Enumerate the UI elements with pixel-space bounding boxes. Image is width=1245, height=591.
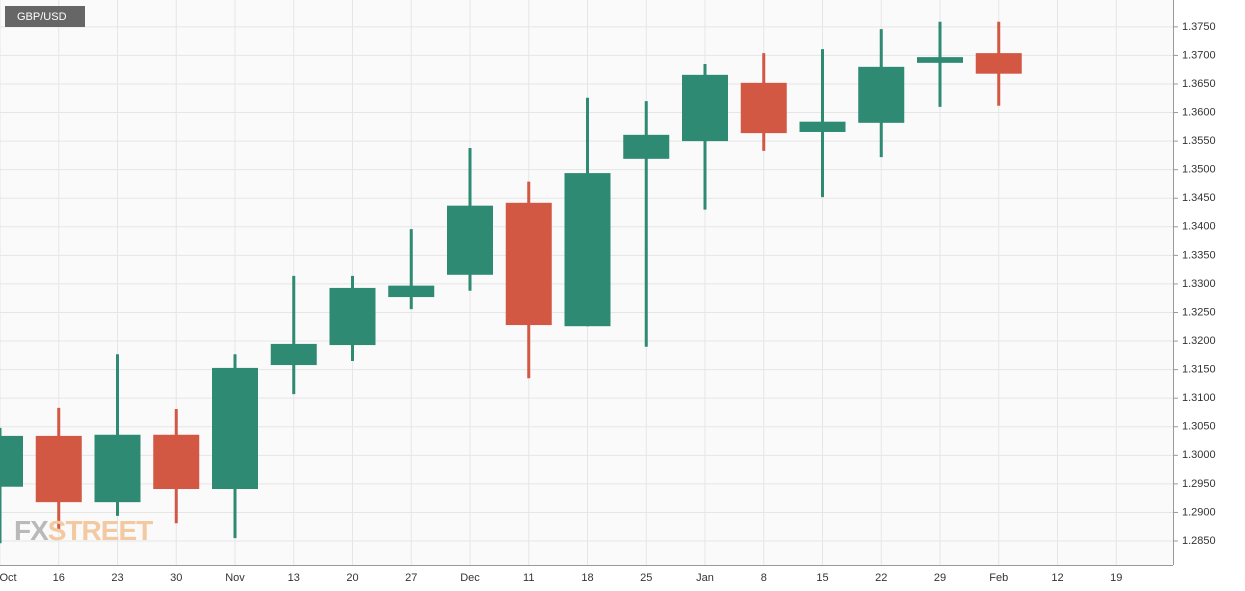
x-tick-label: 13 (288, 572, 300, 584)
x-tick-label: 23 (111, 572, 123, 584)
candle-body (153, 434, 200, 490)
y-tick-label: 1.3600 (1182, 106, 1216, 118)
candle-body (505, 202, 552, 326)
x-tick-label: 25 (640, 572, 652, 584)
x-tick-label: 22 (875, 572, 887, 584)
y-tick-label: 1.2900 (1182, 506, 1216, 518)
candle-body (799, 121, 846, 132)
x-tick-label: Oct (0, 572, 17, 584)
y-tick-label: 1.3450 (1182, 192, 1216, 204)
candle-body (94, 434, 141, 503)
candle-body (740, 82, 787, 134)
x-tick-label: 16 (53, 572, 65, 584)
x-tick-label: Feb (989, 572, 1008, 584)
x-tick-label: 29 (934, 572, 946, 584)
x-tick-label: 18 (581, 572, 593, 584)
x-tick-label: 15 (816, 572, 828, 584)
y-tick-label: 1.3050 (1182, 421, 1216, 433)
x-tick-label: 30 (170, 572, 182, 584)
x-tick-label: 11 (523, 572, 534, 584)
y-tick-label: 1.3000 (1182, 449, 1216, 461)
y-tick-label: 1.3750 (1182, 21, 1216, 33)
x-tick-label: 19 (1110, 572, 1122, 584)
y-tick-label: 1.3150 (1182, 364, 1216, 376)
candle-body (564, 173, 611, 327)
candle-body (858, 66, 905, 123)
x-tick-label: 8 (761, 572, 767, 584)
y-tick-label: 1.2950 (1182, 478, 1216, 490)
symbol-badge (5, 6, 85, 27)
watermark-street: STREET (48, 515, 153, 546)
candle-body (212, 367, 258, 490)
candle-body (329, 287, 376, 346)
candle-body (682, 74, 728, 142)
y-tick-label: 1.3550 (1182, 135, 1216, 147)
y-tick-label: 1.3700 (1182, 49, 1216, 61)
candle-body (270, 343, 317, 366)
x-tick-label: 27 (405, 572, 417, 584)
symbol-label: GBP/USD (17, 11, 67, 23)
watermark-fx: FX (14, 515, 49, 546)
y-tick-label: 1.3500 (1182, 164, 1216, 176)
candle-body (917, 57, 963, 63)
watermark: FXSTREET (14, 515, 153, 546)
candle-body (447, 205, 493, 275)
x-tick-label: Dec (460, 572, 480, 584)
y-tick-label: 1.3200 (1182, 335, 1216, 347)
y-tick-label: 1.2850 (1182, 535, 1216, 547)
y-tick-label: 1.3400 (1182, 221, 1216, 233)
y-tick-label: 1.3350 (1182, 249, 1216, 261)
candle-body (0, 435, 23, 487)
x-tick-label: Jan (696, 572, 714, 584)
candle-body (35, 435, 82, 503)
candle-body (623, 134, 670, 159)
y-tick-label: 1.3250 (1182, 306, 1216, 318)
candle-body (388, 285, 435, 298)
x-tick-label: Nov (225, 572, 245, 584)
x-tick-label: 12 (1051, 572, 1063, 584)
candle-body (975, 53, 1022, 74)
y-tick-label: 1.3300 (1182, 278, 1216, 290)
y-tick-label: 1.3100 (1182, 392, 1216, 404)
y-tick-label: 1.3650 (1182, 78, 1216, 90)
x-tick-label: 20 (346, 572, 358, 584)
